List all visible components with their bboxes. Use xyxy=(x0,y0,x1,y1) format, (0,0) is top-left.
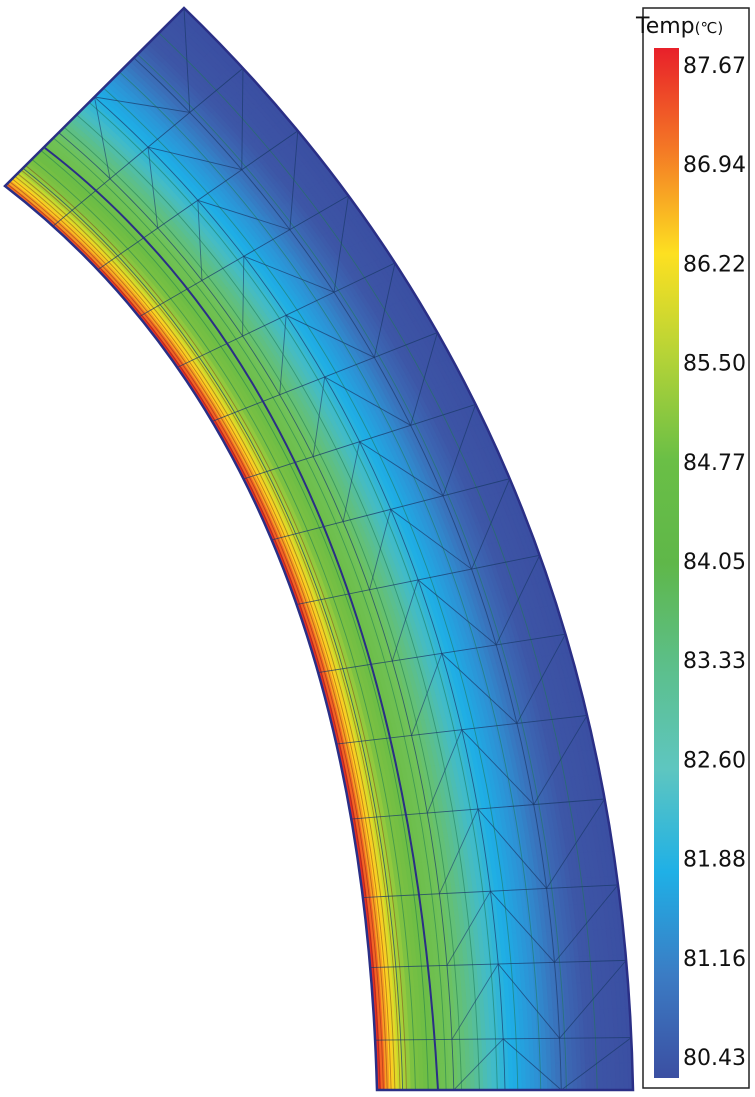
legend-tick-bg xyxy=(680,844,742,873)
isotherm-lines xyxy=(6,32,598,1090)
legend-ticks: 87.67 86.94 86.22 85.50 84.77 84.05 83.33 82.60… xyxy=(680,51,746,1071)
legend-color-bar xyxy=(654,48,679,1078)
legend-tick-label: 82.60 xyxy=(683,748,746,773)
layer-boundary xyxy=(44,147,439,1091)
legend-tick-label: 86.22 xyxy=(683,252,746,277)
legend-tick-bg xyxy=(680,943,742,972)
legend-tick-bg xyxy=(680,447,742,476)
color-legend: Temp(℃) 87.67 86.94 86.22 85.50 84.77 84.05 83… xyxy=(635,7,750,1089)
legend-tick-label: 81.88 xyxy=(683,848,746,873)
legend-tick-label: 85.50 xyxy=(683,352,746,377)
legend-tick-bg xyxy=(680,547,742,575)
legend-tick-label: 84.05 xyxy=(683,550,746,575)
legend-tick-label: 83.33 xyxy=(683,649,746,674)
legend-tick-bg xyxy=(680,348,742,377)
legend-tick-label: 86.94 xyxy=(683,153,746,178)
legend-tick-bg xyxy=(680,646,742,675)
legend-tick-bg xyxy=(680,1043,742,1071)
temperature-bands xyxy=(5,8,633,1090)
legend-tick-label: 87.67 xyxy=(683,54,746,79)
legend-title: Temp(℃) xyxy=(635,14,723,39)
legend-tick-label: 81.16 xyxy=(683,947,746,972)
legend-tick-bg xyxy=(680,249,742,278)
domain-outline xyxy=(3,6,635,1092)
legend-tick-bg xyxy=(680,745,742,774)
legend-tick-label: 80.43 xyxy=(683,1046,746,1071)
legend-tick-bg xyxy=(680,150,742,179)
legend-tick-bg xyxy=(680,51,742,79)
thermal-domain xyxy=(3,6,635,1092)
legend-tick-label: 84.77 xyxy=(683,451,746,476)
